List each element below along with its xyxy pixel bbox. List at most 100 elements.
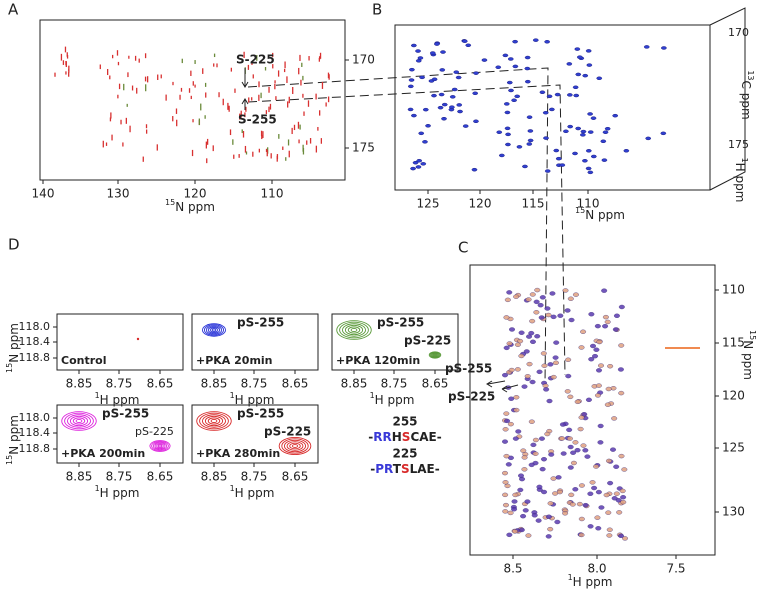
panel-label: A bbox=[8, 1, 19, 19]
side-tick-label: 175 bbox=[728, 138, 749, 151]
peak bbox=[566, 62, 573, 66]
peak bbox=[593, 464, 600, 469]
x-tick-label: 8.65 bbox=[147, 470, 174, 484]
panel-b-frame bbox=[394, 24, 711, 191]
peak bbox=[539, 90, 546, 95]
peak bbox=[525, 297, 532, 302]
axis-label-text: N ppm bbox=[7, 323, 21, 363]
peak bbox=[572, 440, 579, 445]
peak bbox=[619, 488, 626, 494]
peak bbox=[620, 495, 627, 500]
peak bbox=[511, 98, 517, 103]
condition: +PKA 200min bbox=[61, 447, 145, 460]
y-tick-label: 120 bbox=[722, 389, 745, 403]
peak bbox=[582, 448, 589, 453]
peak bbox=[408, 78, 415, 82]
plot-frame bbox=[331, 313, 459, 371]
peak bbox=[547, 501, 554, 506]
peak bbox=[496, 130, 503, 134]
peak bbox=[553, 148, 560, 153]
peak bbox=[618, 304, 625, 310]
panel-a-frame bbox=[39, 19, 346, 181]
peak bbox=[607, 480, 614, 486]
y-tick-label: 170 bbox=[352, 53, 375, 67]
contour bbox=[202, 414, 226, 428]
peak bbox=[462, 124, 469, 128]
x-tick-label: 120 bbox=[184, 187, 207, 201]
peak bbox=[585, 49, 592, 53]
contour bbox=[69, 415, 89, 427]
axis-label-text: N ppm bbox=[585, 208, 625, 222]
panel-label: C bbox=[458, 239, 468, 257]
peak bbox=[518, 353, 525, 359]
peak bbox=[511, 499, 518, 504]
contour bbox=[339, 321, 369, 339]
peak bbox=[548, 452, 555, 457]
peak bbox=[417, 56, 424, 60]
connectors bbox=[247, 67, 566, 386]
peak bbox=[409, 67, 415, 72]
annotation: pS-225 bbox=[448, 390, 495, 404]
peak bbox=[585, 397, 592, 403]
axis-label-text: C ppm bbox=[740, 81, 754, 120]
sequence-segment: S bbox=[401, 462, 410, 476]
arrow bbox=[501, 384, 519, 393]
peak bbox=[541, 489, 548, 495]
peak bbox=[623, 149, 630, 153]
peak bbox=[587, 130, 594, 134]
x-tick-label: 7.5 bbox=[666, 562, 685, 576]
peak bbox=[520, 448, 527, 453]
peak bbox=[506, 290, 513, 295]
peak bbox=[601, 158, 608, 162]
contour bbox=[210, 418, 218, 424]
peak bbox=[419, 75, 425, 80]
peak bbox=[534, 334, 541, 339]
peak bbox=[536, 484, 543, 490]
axis-label-text: H ppm bbox=[235, 393, 275, 407]
contour bbox=[205, 325, 223, 335]
x-tick-label: 8.5 bbox=[503, 562, 522, 576]
peak bbox=[503, 345, 510, 351]
peak bbox=[136, 337, 140, 341]
peak bbox=[504, 483, 511, 489]
contour bbox=[350, 327, 358, 333]
peak bbox=[534, 287, 541, 293]
peak bbox=[559, 436, 566, 441]
peak bbox=[407, 84, 414, 89]
contour bbox=[211, 328, 217, 332]
peak bbox=[544, 431, 551, 437]
peak bbox=[595, 526, 602, 531]
peak bbox=[572, 292, 579, 297]
contour bbox=[278, 436, 312, 456]
peak bbox=[613, 464, 620, 469]
axis-label: 1H ppm bbox=[230, 391, 275, 407]
peak bbox=[521, 455, 528, 460]
axis-label: 1H ppm bbox=[230, 484, 275, 500]
axis-label-sup: 1 bbox=[230, 391, 235, 400]
peak bbox=[621, 467, 628, 472]
peak bbox=[567, 444, 574, 450]
peak bbox=[578, 516, 585, 522]
contour bbox=[347, 326, 361, 334]
peak bbox=[566, 427, 573, 433]
axis-label: 15N ppm bbox=[5, 415, 21, 465]
peak bbox=[449, 105, 455, 109]
peak bbox=[524, 374, 531, 379]
peak bbox=[611, 416, 618, 421]
peak bbox=[567, 465, 574, 470]
peak bbox=[567, 296, 574, 301]
peak bbox=[422, 140, 428, 144]
peak bbox=[572, 487, 579, 492]
peak bbox=[504, 297, 511, 303]
peak bbox=[530, 442, 537, 448]
peak bbox=[543, 136, 549, 140]
contour bbox=[151, 441, 169, 452]
peak bbox=[596, 368, 603, 373]
contour bbox=[204, 415, 224, 427]
contour bbox=[291, 444, 299, 448]
peak bbox=[526, 142, 533, 146]
peak bbox=[593, 347, 600, 352]
x-tick-label: 8.65 bbox=[282, 377, 309, 391]
peak bbox=[605, 458, 612, 464]
peak bbox=[594, 323, 601, 329]
